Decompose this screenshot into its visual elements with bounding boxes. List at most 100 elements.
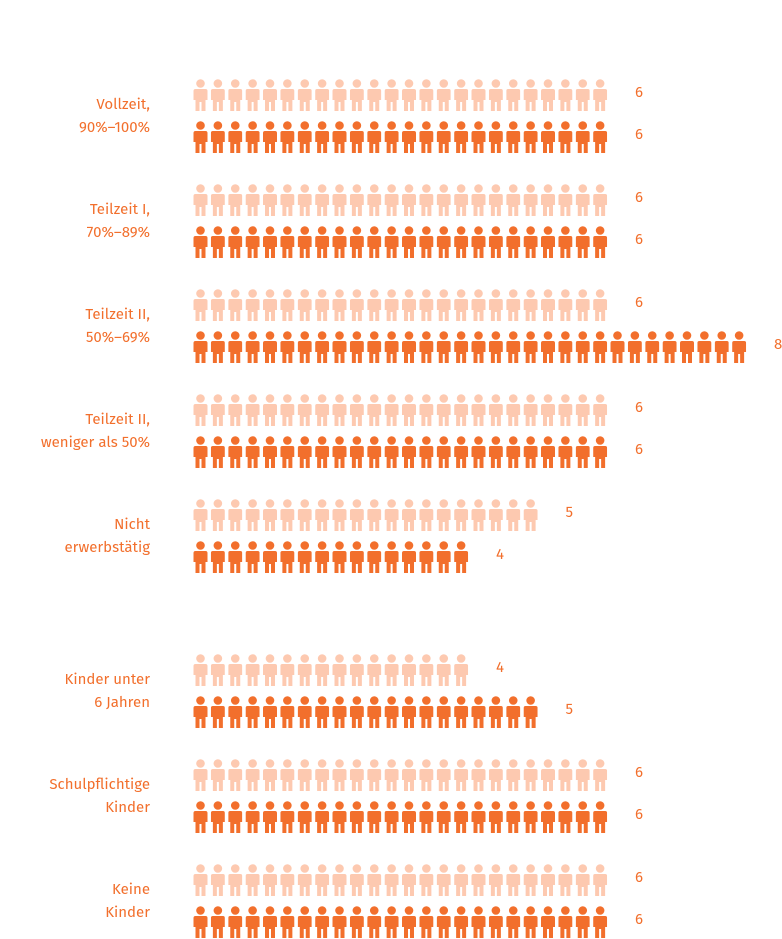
person-icon: [488, 906, 503, 938]
person-icon: [384, 499, 399, 531]
person-icon: [367, 654, 382, 686]
person-icon: [384, 696, 399, 728]
person-icon: [593, 801, 608, 833]
person-icon: [471, 331, 486, 363]
person-icon: [471, 864, 486, 896]
person-icon: [419, 801, 434, 833]
person-icon: [332, 801, 347, 833]
person-icon: [210, 864, 225, 896]
person-icon: [384, 394, 399, 426]
person-icon: [454, 394, 469, 426]
person-icon: [210, 801, 225, 833]
person-icon: [245, 654, 260, 686]
person-icon: [263, 541, 277, 573]
person-icon: [384, 331, 399, 363]
person-icon: [367, 499, 382, 531]
person-icon: [732, 331, 747, 363]
person-icon: [228, 759, 243, 791]
person-icon: [488, 801, 503, 833]
person-icon: [558, 394, 573, 426]
person-icon: [228, 289, 243, 321]
person-icon: [349, 79, 364, 111]
person-icon: [367, 906, 382, 938]
person-icon: [558, 289, 573, 321]
person-icon: [523, 499, 538, 531]
person-icon: [558, 906, 573, 938]
person-icon: [280, 801, 295, 833]
person-icon: [384, 121, 399, 153]
person-icon: [436, 864, 451, 896]
person-icon: [349, 801, 364, 833]
person-icon: [506, 289, 521, 321]
person-icon: [332, 499, 347, 531]
person-icon: [402, 226, 416, 258]
person-icon: [280, 906, 295, 938]
person-icon: [297, 226, 312, 258]
icon-row: [193, 184, 608, 216]
person-icon: [384, 79, 399, 111]
person-icon: [506, 184, 521, 216]
person-icon: [488, 499, 503, 531]
person-icon: [315, 864, 330, 896]
person-icon: [280, 121, 295, 153]
person-icon: [367, 696, 382, 728]
person-icon: [454, 436, 469, 468]
person-icon: [575, 121, 590, 153]
person-icon: [558, 79, 573, 111]
person-icon: [349, 394, 364, 426]
person-icon: [419, 394, 434, 426]
person-icon: [523, 394, 538, 426]
person-icon: [315, 696, 330, 728]
person-icon: [228, 79, 243, 111]
person-icon: [558, 801, 573, 833]
person-icon: [402, 184, 416, 216]
person-icon: [523, 801, 538, 833]
person-icon: [488, 289, 503, 321]
person-icon: [558, 759, 573, 791]
person-icon: [471, 759, 486, 791]
person-icon: [593, 906, 608, 938]
person-icon: [263, 499, 277, 531]
person-icon: [297, 864, 312, 896]
person-icon: [245, 331, 260, 363]
person-icon: [541, 184, 555, 216]
person-icon: [541, 79, 555, 111]
icon-row: [193, 906, 608, 938]
value-label: 6: [635, 230, 643, 248]
person-icon: [297, 801, 312, 833]
person-icon: [471, 289, 486, 321]
person-icon: [349, 654, 364, 686]
person-icon: [454, 906, 469, 938]
person-icon: [471, 184, 486, 216]
person-icon: [593, 436, 608, 468]
person-icon: [436, 759, 451, 791]
person-icon: [193, 541, 208, 573]
person-icon: [575, 436, 590, 468]
person-icon: [558, 436, 573, 468]
value-label: 5: [566, 700, 574, 718]
person-icon: [210, 184, 225, 216]
person-icon: [297, 79, 312, 111]
person-icon: [367, 289, 382, 321]
person-icon: [315, 759, 330, 791]
person-icon: [488, 696, 503, 728]
person-icon: [419, 499, 434, 531]
person-icon: [506, 801, 521, 833]
person-icon: [349, 436, 364, 468]
person-icon: [228, 331, 243, 363]
person-icon: [436, 226, 451, 258]
person-icon: [454, 864, 469, 896]
person-icon: [193, 759, 208, 791]
person-icon: [228, 499, 243, 531]
person-icon: [245, 184, 260, 216]
person-icon: [436, 541, 451, 573]
person-icon: [280, 759, 295, 791]
person-icon: [384, 184, 399, 216]
person-icon: [280, 394, 295, 426]
person-icon: [575, 331, 590, 363]
person-icon: [349, 289, 364, 321]
person-icon: [506, 79, 521, 111]
person-icon: [315, 184, 330, 216]
person-icon: [210, 654, 225, 686]
category-label: Teilzeit I, 70%–89%: [86, 200, 150, 241]
